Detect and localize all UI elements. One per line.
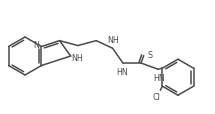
Text: NH: NH bbox=[108, 35, 120, 44]
Text: HN: HN bbox=[153, 74, 165, 83]
Text: Cl: Cl bbox=[152, 92, 160, 101]
Text: S: S bbox=[148, 51, 153, 60]
Text: HN: HN bbox=[116, 67, 128, 76]
Text: NH: NH bbox=[71, 53, 83, 62]
Text: N: N bbox=[34, 40, 39, 49]
